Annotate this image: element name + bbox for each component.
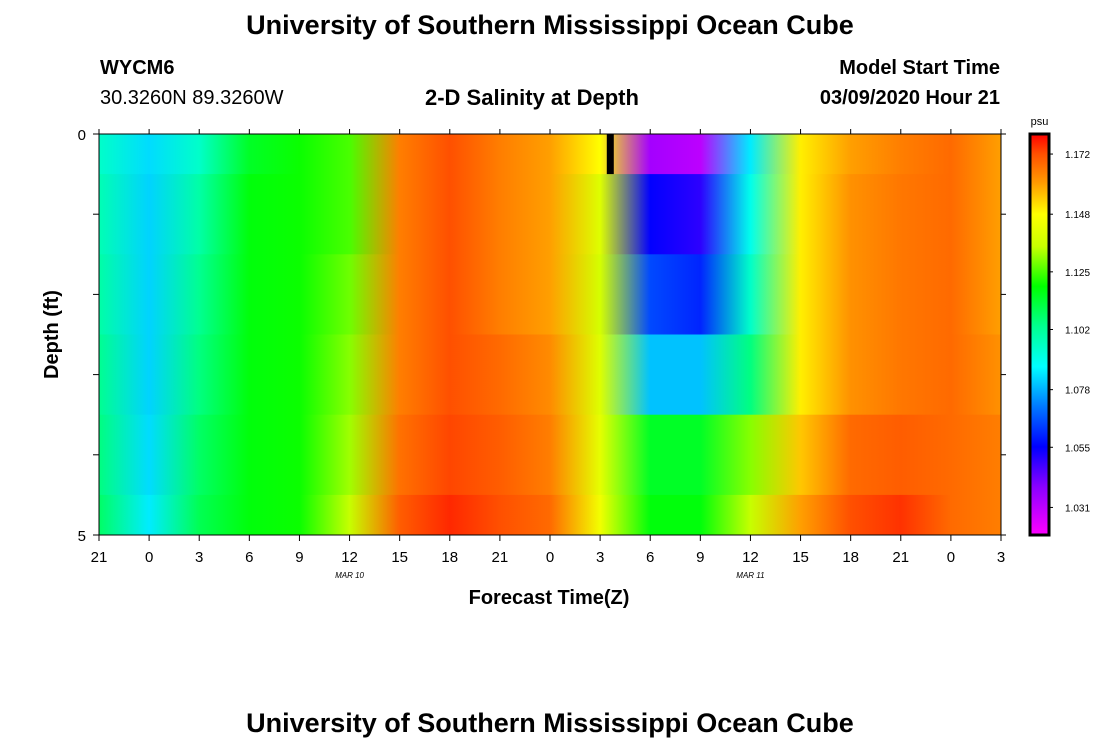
station-id: WYCM6 xyxy=(100,57,175,79)
y-axis-label: Depth (ft) xyxy=(41,290,63,379)
y-tick-label: 5 xyxy=(78,528,86,545)
x-tick-label: 6 xyxy=(646,549,654,566)
heatmap-row xyxy=(99,414,1001,496)
colorbar-tick-label: 1.078 xyxy=(1065,386,1090,397)
x-tick-label: 0 xyxy=(947,549,955,566)
x-tick-label: 18 xyxy=(842,549,859,566)
x-tick-label: 3 xyxy=(596,549,604,566)
colorbar-tick-label: 1.031 xyxy=(1065,503,1090,514)
heatmap-row xyxy=(99,174,1001,255)
axes: 21 0 3 6 9 12 15 18 21 0 3 6 9 12 15 18 21 0 3 MAR 10 MAR 11… xyxy=(78,127,1006,580)
colorbar-tick-label: 1.125 xyxy=(1065,268,1090,279)
x-tick-label: 3 xyxy=(195,549,203,566)
station-location: 30.3260N 89.3260W xyxy=(100,87,284,109)
page-title: University of Southern Mississippi Ocean… xyxy=(246,10,854,40)
model-start-value: 03/09/2020 Hour 21 xyxy=(819,87,1000,109)
heatmap-row xyxy=(99,334,1001,416)
x-tick-label: 0 xyxy=(546,549,554,566)
colorbar-tick-label: 1.172 xyxy=(1065,150,1090,161)
x-tick-label: 21 xyxy=(892,549,909,566)
x-tick-label: 3 xyxy=(997,549,1005,566)
colorbar-scale xyxy=(1028,132,1051,537)
x-tick-label: 21 xyxy=(492,549,509,566)
x-tick-label: 9 xyxy=(696,549,704,566)
x-axis-label: Forecast Time(Z) xyxy=(469,587,630,609)
x-tick-label: 6 xyxy=(245,549,253,566)
surface-marker xyxy=(606,134,614,175)
heatmap-cells xyxy=(99,134,1001,536)
x-tick-label: 12 xyxy=(742,549,759,566)
footer-title: University of Southern Mississippi Ocean… xyxy=(246,708,854,738)
colorbar-unit: psu xyxy=(1031,116,1049,128)
colorbar-tick-label: 1.055 xyxy=(1065,443,1090,454)
x-tick-label: 15 xyxy=(792,549,809,566)
x-tick-label: 21 xyxy=(91,549,108,566)
salinity-heatmap-chart: 21 0 3 6 9 12 15 18 21 0 3 6 9 12 15 18 21 0 3 MAR 10 MAR 11… xyxy=(41,116,1090,609)
date-label: MAR 11 xyxy=(736,571,764,580)
colorbar-tick-label: 1.102 xyxy=(1065,325,1090,336)
x-tick-label: 15 xyxy=(391,549,408,566)
x-tick-label: 9 xyxy=(295,549,303,566)
x-tick-label: 18 xyxy=(441,549,458,566)
date-label: MAR 10 xyxy=(335,571,364,580)
x-tick-label: 0 xyxy=(145,549,153,566)
plot-title: 2-D Salinity at Depth xyxy=(425,85,639,110)
x-tick-label: 12 xyxy=(341,549,358,566)
colorbar-tick-label: 1.148 xyxy=(1065,210,1090,221)
y-tick-label: 0 xyxy=(78,127,86,144)
heatmap-row xyxy=(99,494,1001,536)
heatmap-row xyxy=(99,134,1001,175)
heatmap-row xyxy=(99,254,1001,335)
model-start-label: Model Start Time xyxy=(839,57,1000,79)
colorbar: psu 1.172 1.148 1.125 1.102 1.078 1.055 1.031 xyxy=(1028,116,1090,537)
